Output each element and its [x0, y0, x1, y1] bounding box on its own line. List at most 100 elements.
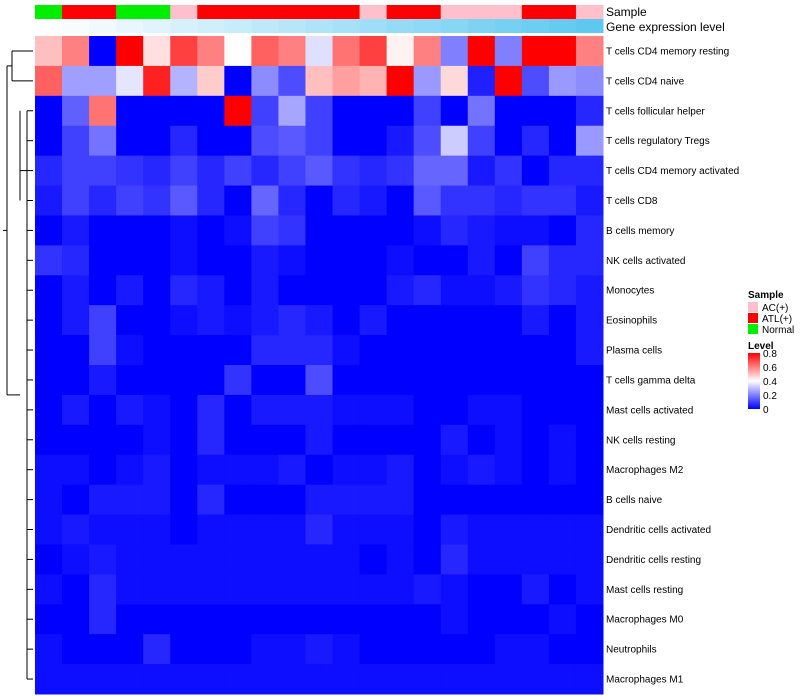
heatmap-cell	[548, 36, 577, 67]
heatmap-cell	[332, 604, 361, 635]
heatmap-cell	[278, 664, 306, 695]
heatmap-cell	[494, 365, 523, 396]
heatmap-cell	[197, 394, 225, 426]
heatmap-cell	[251, 634, 279, 665]
heatmap-cell	[35, 215, 63, 246]
heatmap-cell	[143, 36, 171, 67]
heatmap-cell	[494, 65, 523, 97]
legend-sample-title: Sample	[748, 290, 784, 301]
heatmap-cell	[575, 424, 604, 456]
heatmap-cell	[440, 125, 469, 157]
heatmap-cell	[521, 125, 550, 157]
heatmap-cell	[170, 95, 198, 127]
row-label: T cells CD4 memory resting	[606, 46, 729, 57]
heatmap-cell	[440, 95, 469, 127]
heatmap-cell	[494, 275, 523, 306]
heatmap-cell	[62, 574, 90, 605]
heatmap-cell	[413, 155, 442, 187]
heatmap-cell	[548, 185, 577, 216]
heatmap-cell	[386, 365, 415, 396]
sample-annotation-cell	[224, 5, 252, 19]
heatmap-cell	[494, 125, 523, 157]
heatmap-cell	[143, 305, 171, 336]
heatmap-cell	[35, 365, 63, 396]
heatmap-cell	[440, 215, 469, 246]
row-label: T cells regulatory Tregs	[606, 136, 710, 147]
legend-tick-0-6: 0.6	[763, 363, 777, 374]
heatmap-cell	[35, 484, 63, 516]
legend-level-colorbar	[748, 353, 760, 409]
heatmap-cell	[521, 65, 550, 97]
heatmap-cell	[35, 604, 63, 635]
heatmap-cell	[89, 365, 117, 396]
heatmap-cell	[305, 95, 334, 127]
heatmap-cell	[197, 484, 225, 516]
heatmap-cell	[224, 394, 252, 426]
gene-annotation-cell	[197, 19, 225, 33]
heatmap-cell	[494, 36, 523, 67]
heatmap-cell	[305, 215, 334, 246]
heatmap-cell	[413, 514, 442, 545]
legend-tick-0-8: 0.8	[763, 349, 777, 360]
heatmap-cell	[359, 514, 388, 545]
heatmap-cell	[332, 394, 361, 426]
heatmap-cell	[575, 335, 604, 366]
heatmap-cell	[89, 95, 117, 127]
heatmap-cell	[170, 36, 198, 67]
heatmap-cell	[62, 65, 90, 97]
heatmap-cell	[197, 245, 225, 276]
heatmap-cell	[494, 95, 523, 127]
heatmap-cell	[251, 335, 279, 366]
heatmap-cell	[143, 544, 171, 575]
heatmap-cell	[224, 65, 252, 97]
heatmap-cell	[413, 484, 442, 516]
heatmap-cell	[197, 424, 225, 456]
heatmap-cell	[197, 454, 225, 486]
heatmap-cell	[386, 185, 415, 216]
sample-annotation-cell	[116, 5, 144, 19]
heatmap-cell	[278, 275, 306, 306]
legend-swatch-normal	[748, 324, 758, 334]
heatmap-cell	[359, 215, 388, 246]
heatmap-cell	[548, 365, 577, 396]
heatmap-cell	[413, 604, 442, 635]
heatmap-cell	[278, 36, 306, 67]
row-label: T cells follicular helper	[606, 106, 705, 117]
heatmap-cell	[575, 305, 604, 336]
sample-annotation-cell	[548, 5, 577, 19]
heatmap-cell	[413, 365, 442, 396]
heatmap-cell	[386, 574, 415, 605]
heatmap-cell	[305, 36, 334, 67]
heatmap-cell	[494, 245, 523, 276]
heatmap-cell	[278, 454, 306, 486]
heatmap-cell	[62, 424, 90, 456]
heatmap-cell	[116, 335, 144, 366]
heatmap-cell	[548, 454, 577, 486]
heatmap-cell	[305, 544, 334, 575]
heatmap-cell	[62, 664, 90, 695]
gene-annotation-cell	[170, 19, 198, 33]
heatmap-cell	[386, 634, 415, 665]
heatmap-cell	[143, 394, 171, 426]
sample-annotation-cell	[332, 5, 361, 19]
legend-swatch-atl	[748, 313, 758, 323]
heatmap-cell	[386, 155, 415, 187]
heatmap-cell	[359, 305, 388, 336]
heatmap-cell	[359, 155, 388, 187]
heatmap-cell	[494, 454, 523, 486]
heatmap-cell	[467, 275, 496, 306]
heatmap-cell	[575, 275, 604, 306]
row-label: Macrophages M1	[606, 675, 684, 686]
heatmap-cell	[143, 185, 171, 216]
heatmap-cell	[494, 664, 523, 695]
gene-annotation-cell	[386, 19, 415, 33]
heatmap-cell	[359, 335, 388, 366]
heatmap-cell	[359, 544, 388, 575]
heatmap-cell	[386, 424, 415, 456]
heatmap-cell	[332, 275, 361, 306]
heatmap-cell	[89, 484, 117, 516]
heatmap-cell	[251, 245, 279, 276]
heatmap-cell	[35, 544, 63, 575]
heatmap-cell	[224, 664, 252, 695]
